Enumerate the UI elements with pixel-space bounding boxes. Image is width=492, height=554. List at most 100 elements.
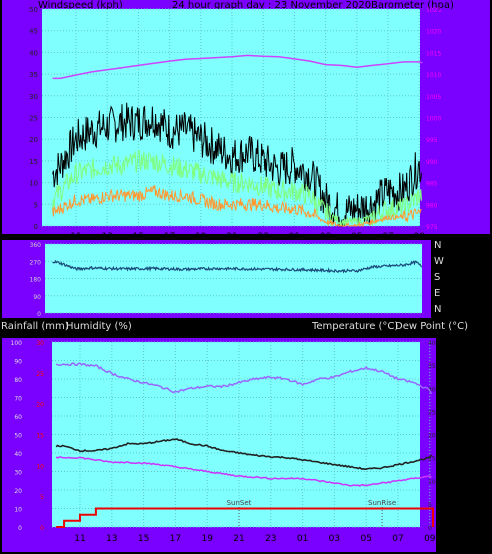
barometer-series bbox=[52, 54, 423, 80]
y-tick-label-windspeed: 10 bbox=[29, 180, 38, 188]
dewpoint-series bbox=[55, 456, 432, 487]
humidity-tick-label: 0 bbox=[18, 525, 22, 532]
rainfall-tick-label: 25 bbox=[36, 371, 44, 378]
direction-plot-area bbox=[45, 244, 422, 313]
x-tick-label: 15 bbox=[133, 232, 144, 242]
temperature-tick-label: 15 bbox=[428, 456, 436, 463]
y-tick-label-barometer: 1025 bbox=[426, 7, 441, 14]
bottom-x-tick-label: 09 bbox=[424, 534, 436, 544]
y-tick-label-windspeed: 0 bbox=[34, 223, 38, 231]
rainfall-tick-label: 5 bbox=[40, 494, 44, 501]
direction-tick-label: 90 bbox=[33, 294, 41, 301]
y-tick-label-barometer: 975 bbox=[426, 224, 438, 231]
bottom-x-tick-label: 11 bbox=[74, 534, 85, 544]
y-tick-label-windspeed: 20 bbox=[29, 136, 38, 144]
compass-letter-n-top: N bbox=[434, 240, 442, 251]
wind-direction-chart: 360 270 180 90 0 bbox=[30, 242, 423, 318]
compass-letter-w: W bbox=[434, 256, 444, 267]
y-tick-label-windspeed: 15 bbox=[29, 158, 38, 166]
rainfall-axis-label: Rainfall (mm) bbox=[1, 321, 69, 332]
temperature-tick-label: 0 bbox=[428, 525, 432, 532]
sunset-annotation: SunSet bbox=[227, 499, 252, 507]
bottom-x-tick-label: 05 bbox=[360, 534, 371, 544]
compass-letters: N W S E N bbox=[434, 238, 448, 318]
y-tick-label-windspeed: 35 bbox=[29, 71, 38, 79]
wind-high-series bbox=[52, 149, 422, 228]
humidity-series bbox=[55, 362, 433, 395]
compass-letter-e: E bbox=[434, 288, 441, 299]
x-tick-label: 13 bbox=[101, 232, 112, 242]
x-tick-label: 19 bbox=[195, 232, 207, 242]
direction-tick-label: 0 bbox=[37, 311, 41, 318]
humidity-tick-label: 80 bbox=[14, 377, 22, 384]
y-tick-label-windspeed: 30 bbox=[29, 93, 38, 101]
humidity-tick-label: 50 bbox=[14, 433, 22, 440]
barometer-axis-label: Barometer (hpa) bbox=[371, 0, 454, 11]
temperature-series bbox=[55, 438, 433, 471]
rainfall-tick-label: 15 bbox=[36, 433, 44, 440]
temperature-tick-label: 35 bbox=[428, 363, 436, 370]
y-tick-label-windspeed: 5 bbox=[34, 201, 38, 209]
rainfall-tick-label: 20 bbox=[36, 402, 44, 409]
direction-tick-label: 270 bbox=[30, 259, 42, 266]
y-tick-label-barometer: 1015 bbox=[426, 50, 441, 57]
y-tick-label-windspeed: 25 bbox=[29, 115, 38, 123]
y-tick-label-barometer: 1020 bbox=[426, 29, 441, 36]
windspeed-barometer-chart: 0510152025303540455097598098599099510001… bbox=[29, 6, 441, 242]
humidity-tick-label: 40 bbox=[14, 451, 22, 458]
bottom-x-tick-label: 01 bbox=[297, 534, 308, 544]
x-tick-label: 21 bbox=[226, 232, 237, 242]
temperature-tick-label: 25 bbox=[428, 409, 436, 416]
humidity-tick-label: 60 bbox=[14, 414, 22, 421]
compass-letter-n-bottom: N bbox=[434, 304, 442, 315]
y-tick-label-barometer: 1005 bbox=[426, 94, 441, 101]
dewpoint-axis-label: Dew Point (°C) bbox=[395, 321, 469, 332]
bottom-x-tick-label: 13 bbox=[106, 534, 117, 544]
x-tick-label: 03 bbox=[320, 232, 331, 242]
direction-tick-label: 360 bbox=[30, 242, 42, 249]
x-tick-label: 23 bbox=[257, 232, 268, 242]
x-tick-label: 01 bbox=[289, 232, 300, 242]
y-tick-label-barometer: 990 bbox=[426, 159, 438, 166]
temperature-tick-label: 40 bbox=[428, 340, 436, 347]
rainfall-tick-label: 0 bbox=[40, 525, 44, 532]
y-tick-label-barometer: 1000 bbox=[426, 116, 441, 123]
bottom-x-tick-label: 03 bbox=[329, 534, 340, 544]
humidity-tick-label: 10 bbox=[14, 507, 22, 514]
humidity-tick-label: 70 bbox=[14, 396, 22, 403]
wind-avg-series bbox=[52, 185, 422, 228]
temperature-tick-label: 10 bbox=[428, 479, 436, 486]
x-tick-label: 09 bbox=[413, 232, 425, 242]
bottom-x-tick-label: 07 bbox=[392, 534, 403, 544]
y-tick-label-barometer: 980 bbox=[426, 202, 438, 209]
bottom-x-tick-label: 17 bbox=[170, 534, 181, 544]
temperature-tick-label: 20 bbox=[428, 433, 436, 440]
humidity-tick-label: 90 bbox=[14, 359, 22, 366]
x-tick-label: 05 bbox=[351, 232, 362, 242]
y-tick-label-windspeed: 50 bbox=[29, 6, 38, 14]
chart-date-title: 24 hour graph day : 23 November 2020 bbox=[172, 0, 372, 11]
direction-tick-label: 180 bbox=[30, 277, 42, 284]
humidity-tick-label: 100 bbox=[11, 340, 23, 347]
bottom-x-tick-label: 23 bbox=[265, 534, 276, 544]
temperature-tick-label: 30 bbox=[428, 386, 436, 393]
bottom-x-tick-label: 15 bbox=[138, 534, 149, 544]
bottom-x-tick-label: 19 bbox=[201, 534, 213, 544]
y-tick-label-windspeed: 40 bbox=[29, 49, 38, 57]
y-tick-label-windspeed: 45 bbox=[29, 28, 38, 36]
rainfall-tick-label: 30 bbox=[36, 340, 44, 347]
y-tick-label-barometer: 1010 bbox=[426, 72, 441, 79]
x-tick-label: 11 bbox=[70, 232, 81, 242]
x-tick-label: 17 bbox=[164, 232, 175, 242]
humidity-tick-label: 30 bbox=[14, 470, 22, 477]
sunrise-annotation: SunRise bbox=[368, 499, 396, 507]
rainfall-tick-label: 10 bbox=[36, 463, 44, 470]
y-tick-label-barometer: 985 bbox=[426, 181, 438, 188]
rainfall-series bbox=[56, 507, 434, 528]
windspeed-axis-label: Windspeed (kph) bbox=[38, 0, 123, 11]
x-tick-label: 07 bbox=[382, 232, 393, 242]
bottom-x-tick-label: 21 bbox=[233, 534, 244, 544]
wind-direction-series bbox=[52, 259, 423, 274]
y-tick-label-barometer: 995 bbox=[426, 137, 438, 144]
